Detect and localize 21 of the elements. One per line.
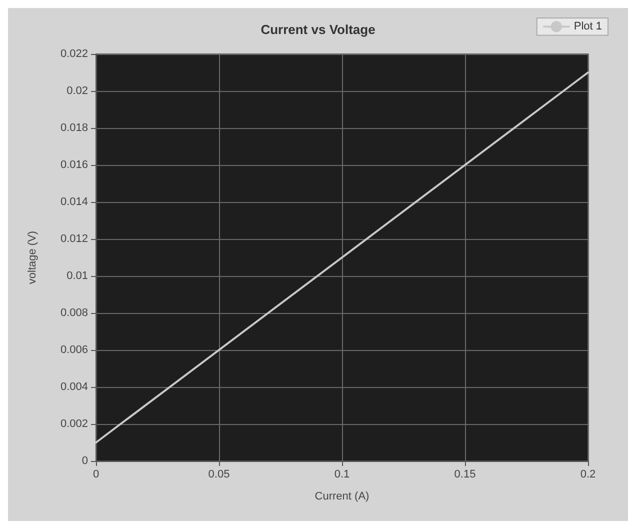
y-tick-label: 0.022 bbox=[60, 48, 88, 60]
y-axis-title: voltage (V) bbox=[26, 230, 38, 284]
y-tick-label: 0.02 bbox=[66, 85, 88, 97]
x-tick-label: 0.05 bbox=[208, 468, 230, 480]
x-tick-label: 0.2 bbox=[580, 468, 596, 480]
y-tick-label: 0.004 bbox=[60, 381, 88, 393]
legend-label: Plot 1 bbox=[574, 20, 602, 33]
x-tick-label: 0.1 bbox=[334, 468, 350, 480]
chart-title: Current vs Voltage bbox=[260, 22, 376, 37]
x-tick-label: 0.15 bbox=[454, 468, 476, 480]
x-tick-label: 0 bbox=[92, 468, 100, 480]
y-tick-label: 0.018 bbox=[60, 122, 88, 134]
y-tick-label: 0.002 bbox=[60, 418, 88, 430]
y-tick-label: 0.014 bbox=[60, 196, 88, 208]
y-tick-label: 0.01 bbox=[66, 270, 88, 282]
y-tick-label: 0.012 bbox=[60, 233, 88, 245]
y-tick-label: 0 bbox=[82, 455, 88, 467]
y-tick-label: 0.008 bbox=[60, 307, 88, 319]
y-tick-label: 0.006 bbox=[60, 344, 88, 356]
y-tick-label: 0.016 bbox=[60, 159, 88, 171]
x-axis-title: Current (A) bbox=[314, 490, 370, 502]
